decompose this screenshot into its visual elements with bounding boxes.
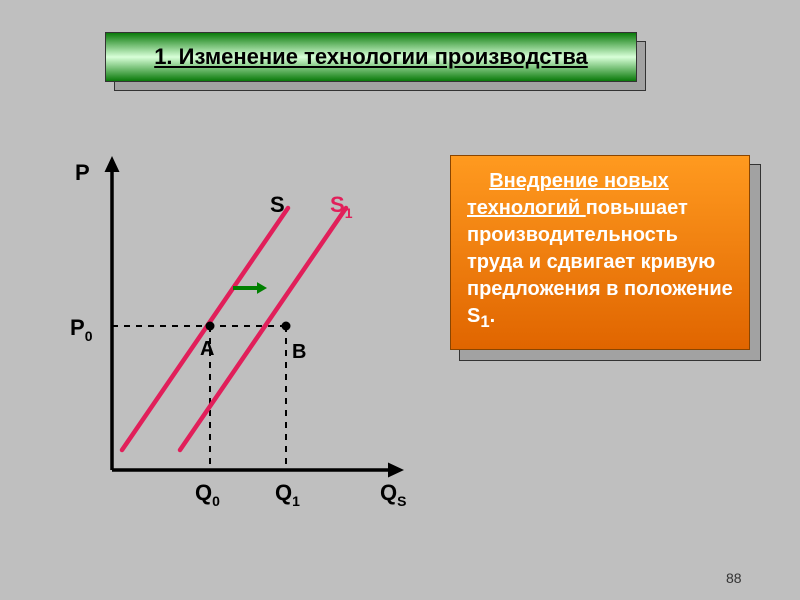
title-box: 1. Изменение технологии производства (105, 32, 637, 82)
svg-text:P0: P0 (70, 315, 93, 344)
title-text: 1. Изменение технологии производства (154, 44, 588, 69)
svg-text:S: S (270, 192, 285, 217)
svg-text:P: P (75, 160, 90, 185)
svg-text:QS: QS (380, 480, 406, 509)
svg-text:S1: S1 (330, 192, 353, 221)
page-number: 88 (726, 570, 742, 586)
svg-text:B: B (292, 341, 306, 363)
supply-chart: P QS P0 Q0 Q1 S S1 A B (40, 150, 420, 515)
svg-text:Q0: Q0 (195, 480, 220, 509)
info-tail: . (490, 305, 496, 327)
svg-text:Q1: Q1 (275, 480, 300, 509)
info-box: Внедрение новых технологий повышает прои… (450, 155, 750, 350)
svg-text:A: A (200, 338, 214, 360)
info-indent (467, 170, 489, 192)
info-sub: 1 (480, 312, 489, 331)
